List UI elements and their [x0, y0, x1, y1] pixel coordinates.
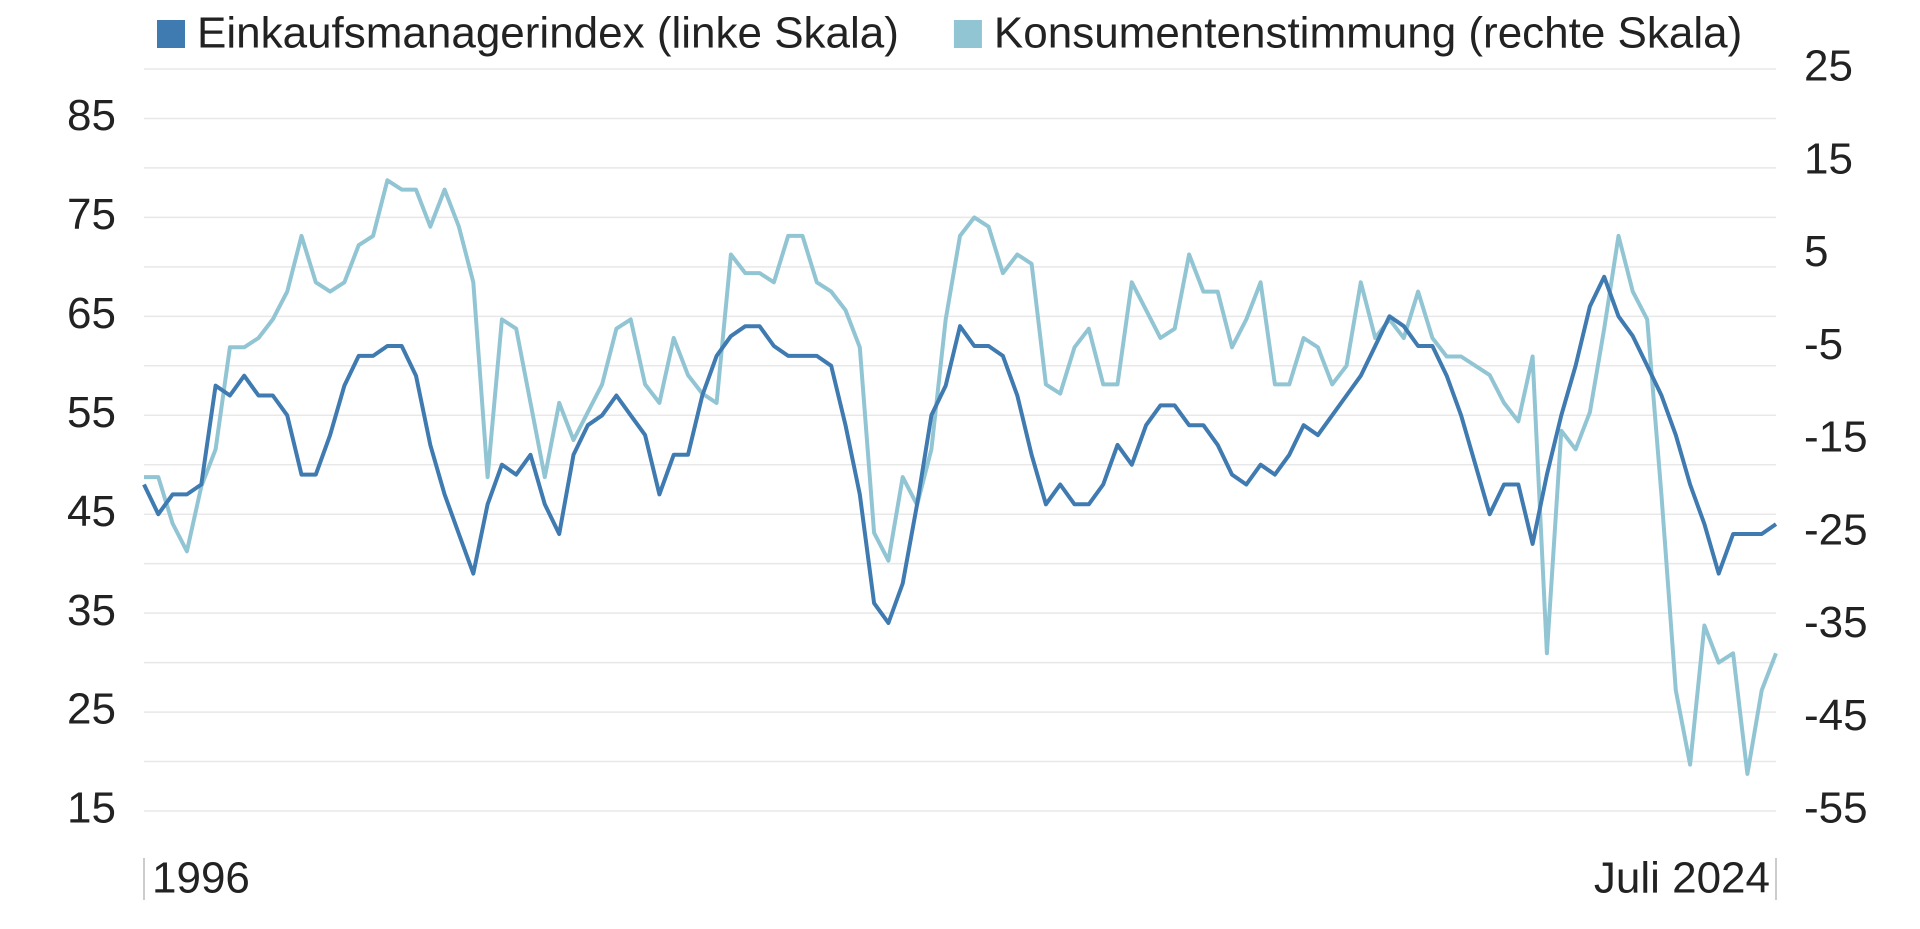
- y2-tick-label: 5: [1804, 227, 1828, 276]
- y-tick-label: 85: [67, 91, 116, 140]
- series-line: [144, 178, 1778, 776]
- series-line: [142, 274, 1778, 625]
- y-tick-label: 25: [67, 685, 116, 734]
- y-tick-label: 65: [67, 289, 116, 338]
- y2-tick-label: -25: [1804, 505, 1868, 554]
- legend-swatch: [157, 20, 185, 48]
- y2-tick-label: -55: [1804, 784, 1868, 833]
- y2-tick-label: -15: [1804, 413, 1868, 462]
- legend-label: Einkaufsmanagerindex (linke Skala): [197, 9, 899, 58]
- y2-tick-label: -35: [1804, 598, 1868, 647]
- y-tick-label: 75: [67, 190, 116, 239]
- y2-tick-label: -45: [1804, 691, 1868, 740]
- y-tick-label: 55: [67, 388, 116, 437]
- y2-tick-label: -5: [1804, 320, 1843, 369]
- y-tick-label: 15: [67, 784, 116, 833]
- y-tick-label: 35: [67, 586, 116, 635]
- y2-tick-label: 25: [1804, 42, 1853, 91]
- legend-swatch: [953, 20, 982, 48]
- legend-label: Konsumentenstimmung (rechte Skala): [994, 9, 1742, 58]
- x-tick-label: 1996: [152, 854, 250, 903]
- y-tick-label: 45: [67, 487, 116, 536]
- x-tick-label: Juli 2024: [1594, 854, 1770, 903]
- y2-tick-label: 15: [1804, 134, 1853, 183]
